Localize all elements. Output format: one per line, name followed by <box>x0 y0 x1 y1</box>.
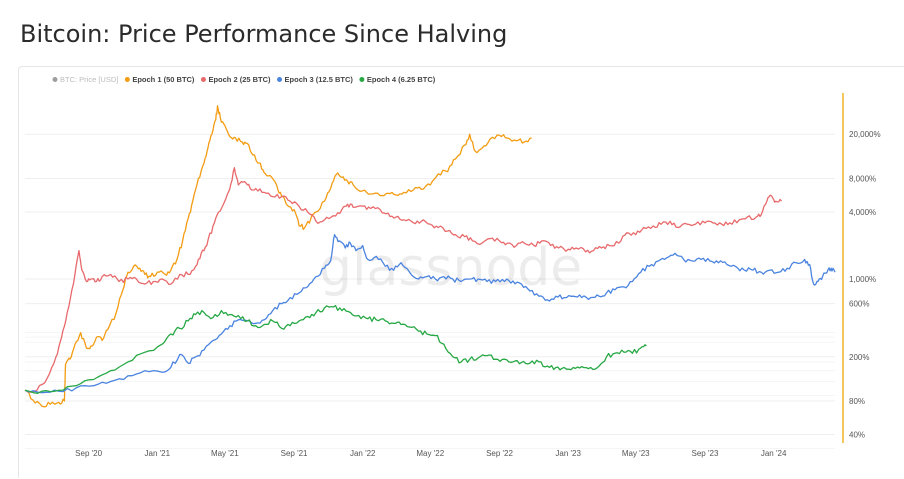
price-performance-chart: glassnode 40% 80% 200% 600% 1,000% 4,000% 8,00… <box>24 75 881 458</box>
series-line-2 <box>24 167 783 393</box>
chart-card: glassnode 40% 80% 200% 600% 1,000% 4,000% 8,00… <box>18 66 904 478</box>
legend-marker <box>52 77 58 82</box>
watermark: glassnode <box>319 238 582 298</box>
grid-lines <box>25 133 835 449</box>
x-tick-label: May '21 <box>211 449 239 458</box>
legend-entry: Epoch 4 (6.25 BTC) <box>367 75 436 84</box>
legend-entry: BTC: Price [USD] <box>60 75 118 84</box>
x-tick-label: Sep '23 <box>692 449 719 458</box>
y-tick-label: 200% <box>849 353 869 362</box>
series-line-1 <box>24 105 532 408</box>
x-tick-label: Jan '23 <box>555 449 581 458</box>
axes: 40% 80% 200% 600% 1,000% 4,000% 8,000% 20,000% S… <box>75 93 881 458</box>
legend-marker <box>200 77 206 82</box>
legend-marker <box>124 77 130 82</box>
y-tick-label: 8,000% <box>849 174 876 183</box>
x-tick-label: Jan '21 <box>145 449 171 458</box>
x-tick-label: Jan '22 <box>350 449 376 458</box>
y-tick-label: 20,000% <box>849 130 881 139</box>
y-tick-label: 4,000% <box>849 208 876 217</box>
y-tick-label: 40% <box>849 431 865 440</box>
series-lines <box>24 105 836 408</box>
x-tick-label: May '22 <box>416 449 444 458</box>
legend-entry: Epoch 2 (25 BTC) <box>208 75 271 84</box>
series-line-3 <box>24 234 836 394</box>
x-tick-label: Sep '22 <box>486 449 513 458</box>
x-tick-label: Jan '24 <box>761 449 787 458</box>
x-tick-label: Sep '21 <box>281 449 308 458</box>
x-tick-label: May '23 <box>622 449 650 458</box>
series-line-4 <box>24 304 647 394</box>
legend-entry: Epoch 1 (50 BTC) <box>132 75 195 84</box>
x-tick-label: Sep '20 <box>75 449 102 458</box>
y-tick-label: 600% <box>849 300 869 309</box>
page-title: Bitcoin: Price Performance Since Halving <box>20 20 508 48</box>
y-tick-label: 80% <box>849 397 865 406</box>
legend-marker <box>277 77 283 82</box>
y-tick-label: 1,000% <box>849 275 876 284</box>
legend: BTC: Price [USD] Epoch 1 (50 BTC) Epoch 2 … <box>52 75 436 84</box>
legend-marker <box>359 77 365 82</box>
legend-entry: Epoch 3 (12.5 BTC) <box>285 75 354 84</box>
